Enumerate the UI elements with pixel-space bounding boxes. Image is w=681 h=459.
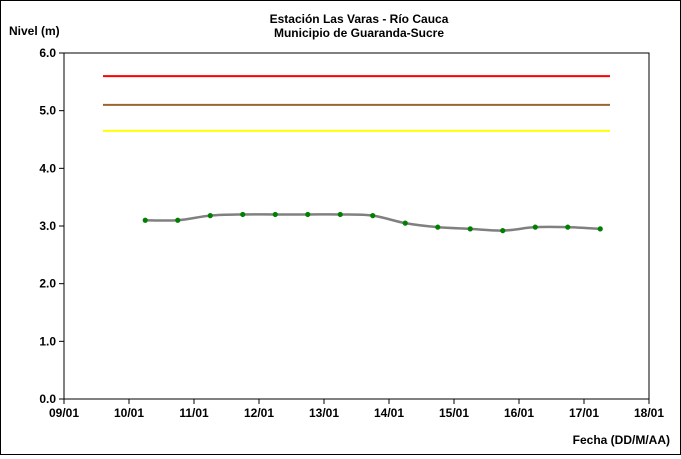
series-layer xyxy=(142,211,603,234)
data-point xyxy=(370,213,376,219)
x-tick-label: 10/01 xyxy=(114,406,144,420)
y-tick-label: 5.0 xyxy=(39,104,56,118)
y-tick-label: 3.0 xyxy=(39,219,56,233)
threshold-lines xyxy=(103,75,610,132)
y-tick-label: 4.0 xyxy=(39,161,56,175)
data-point xyxy=(597,226,603,232)
x-axis-ticks: 09/01 10/01 11/01 12/01 13/01 14/01 15/01 16/01… xyxy=(49,399,664,420)
data-point xyxy=(207,213,213,219)
x-tick-label: 18/01 xyxy=(634,406,664,420)
data-point xyxy=(565,224,571,230)
data-point xyxy=(402,220,408,226)
data-point xyxy=(500,228,506,234)
data-point xyxy=(467,226,473,232)
y-axis-ticks: 0.0 1.0 2.0 3.0 4.0 5.0 6.0 xyxy=(39,46,64,406)
y-tick-label: 1.0 xyxy=(39,334,56,348)
x-tick-label: 14/01 xyxy=(374,406,404,420)
y-tick-label: 0.0 xyxy=(39,392,56,406)
x-axis-label: Fecha (DD/M/AA) xyxy=(573,433,670,447)
data-point xyxy=(305,211,311,218)
x-tick-label: 17/01 xyxy=(569,406,599,420)
chart-subtitle: Municipio de Guaranda-Sucre xyxy=(274,26,444,40)
x-tick-label: 11/01 xyxy=(179,406,209,420)
y-tick-label: 6.0 xyxy=(39,46,56,60)
data-point xyxy=(142,217,148,223)
y-tick-label: 2.0 xyxy=(39,277,56,291)
x-tick-label: 15/01 xyxy=(439,406,469,420)
x-tick-label: 12/01 xyxy=(244,406,274,420)
data-point xyxy=(272,211,278,218)
y-axis-label: Nivel (m) xyxy=(9,24,60,38)
x-tick-label: 13/01 xyxy=(309,406,339,420)
x-tick-label: 09/01 xyxy=(49,406,79,420)
data-point xyxy=(337,211,343,218)
chart-title: Estación Las Varas - Río Cauca xyxy=(270,12,449,26)
x-tick-label: 16/01 xyxy=(504,406,534,420)
data-point xyxy=(175,217,181,223)
data-point xyxy=(240,211,246,218)
data-point xyxy=(532,224,538,230)
data-point xyxy=(435,224,441,230)
